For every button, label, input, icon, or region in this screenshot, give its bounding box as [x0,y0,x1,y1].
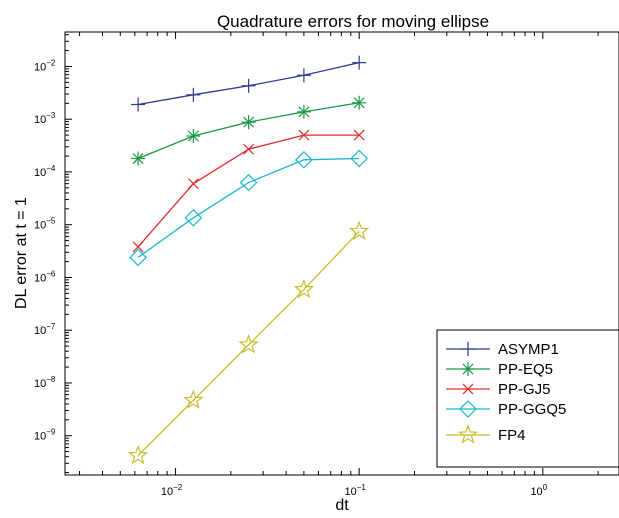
y-axis-ticks: 10−2 10−3 10−4 10−5 10−6 10−7 10−8 10−9 [34,34,72,474]
data-point [186,87,201,102]
legend-box [436,329,619,468]
plot-frame [64,31,619,476]
legend-label: FP4 [498,427,526,444]
data-point [293,278,315,299]
data-point [352,55,367,70]
legend-marker [459,400,477,418]
data-point [296,68,311,83]
y-tick-label: 10−9 [34,428,56,443]
data-point [187,178,199,190]
legend-label: PP-GJ5 [498,381,551,398]
data-point [238,334,259,354]
legend-label: PP-GGQ5 [498,401,566,418]
y-tick-label: 10−6 [34,269,56,284]
data-point [353,129,365,141]
data-point [243,143,255,155]
x-axis-ticks: 10−2 10−1 100 [79,32,599,498]
data-point [129,248,147,267]
legend-entry: PP-GGQ5 [446,400,566,418]
legend-marker [457,424,479,444]
data-point [186,129,201,144]
series-line [137,230,360,457]
series-fp4 [127,220,370,465]
x-tick-label: 10−1 [344,483,366,498]
data-point [132,241,144,253]
x-axis-label: dt [335,497,349,514]
data-point [295,150,313,169]
data-point [239,173,258,192]
series-group [127,55,370,465]
data-point [131,97,146,112]
legend: ASYMP1 PP-EQ5 PP-GJ5 PP-GGQ5 FP4 [436,329,619,468]
y-tick-label: 10−4 [34,164,56,179]
x-tick-label: 10−2 [161,483,183,498]
data-point [131,151,146,166]
y-tick-label: 10−5 [34,217,56,232]
data-point [241,78,256,93]
series-pp-ggq5 [129,149,369,267]
series-pp-gj5 [132,129,365,253]
y-tick-label: 10−2 [34,58,56,73]
y-tick-label: 10−8 [34,375,56,390]
y-axis-label: DL error at t = 1 [13,197,30,309]
legend-label: PP-EQ5 [498,361,553,378]
data-point [349,220,370,240]
data-point [350,149,369,168]
legend-label: ASYMP1 [498,341,559,358]
data-point [296,104,311,119]
y-tick-label: 10−7 [34,322,56,337]
legend-marker [461,342,475,356]
data-point [127,444,149,465]
legend-marker [461,362,475,376]
legend-entry: FP4 [446,424,526,444]
x-tick-label: 100 [530,483,547,498]
data-point [183,389,204,409]
data-point [298,129,310,141]
data-point [241,115,256,130]
series-asymp1 [131,55,367,112]
series-pp-eq5 [131,95,367,166]
chart-title: Quadrature errors for moving ellipse [217,12,489,31]
data-point [184,208,203,227]
data-point [352,95,367,110]
legend-marker [462,383,474,395]
legend-entry: PP-EQ5 [446,361,553,378]
y-tick-label: 10−3 [34,111,56,126]
series-line [137,157,360,258]
legend-entry: PP-GJ5 [446,381,551,398]
series-line [137,102,360,160]
legend-entry: ASYMP1 [446,341,559,358]
